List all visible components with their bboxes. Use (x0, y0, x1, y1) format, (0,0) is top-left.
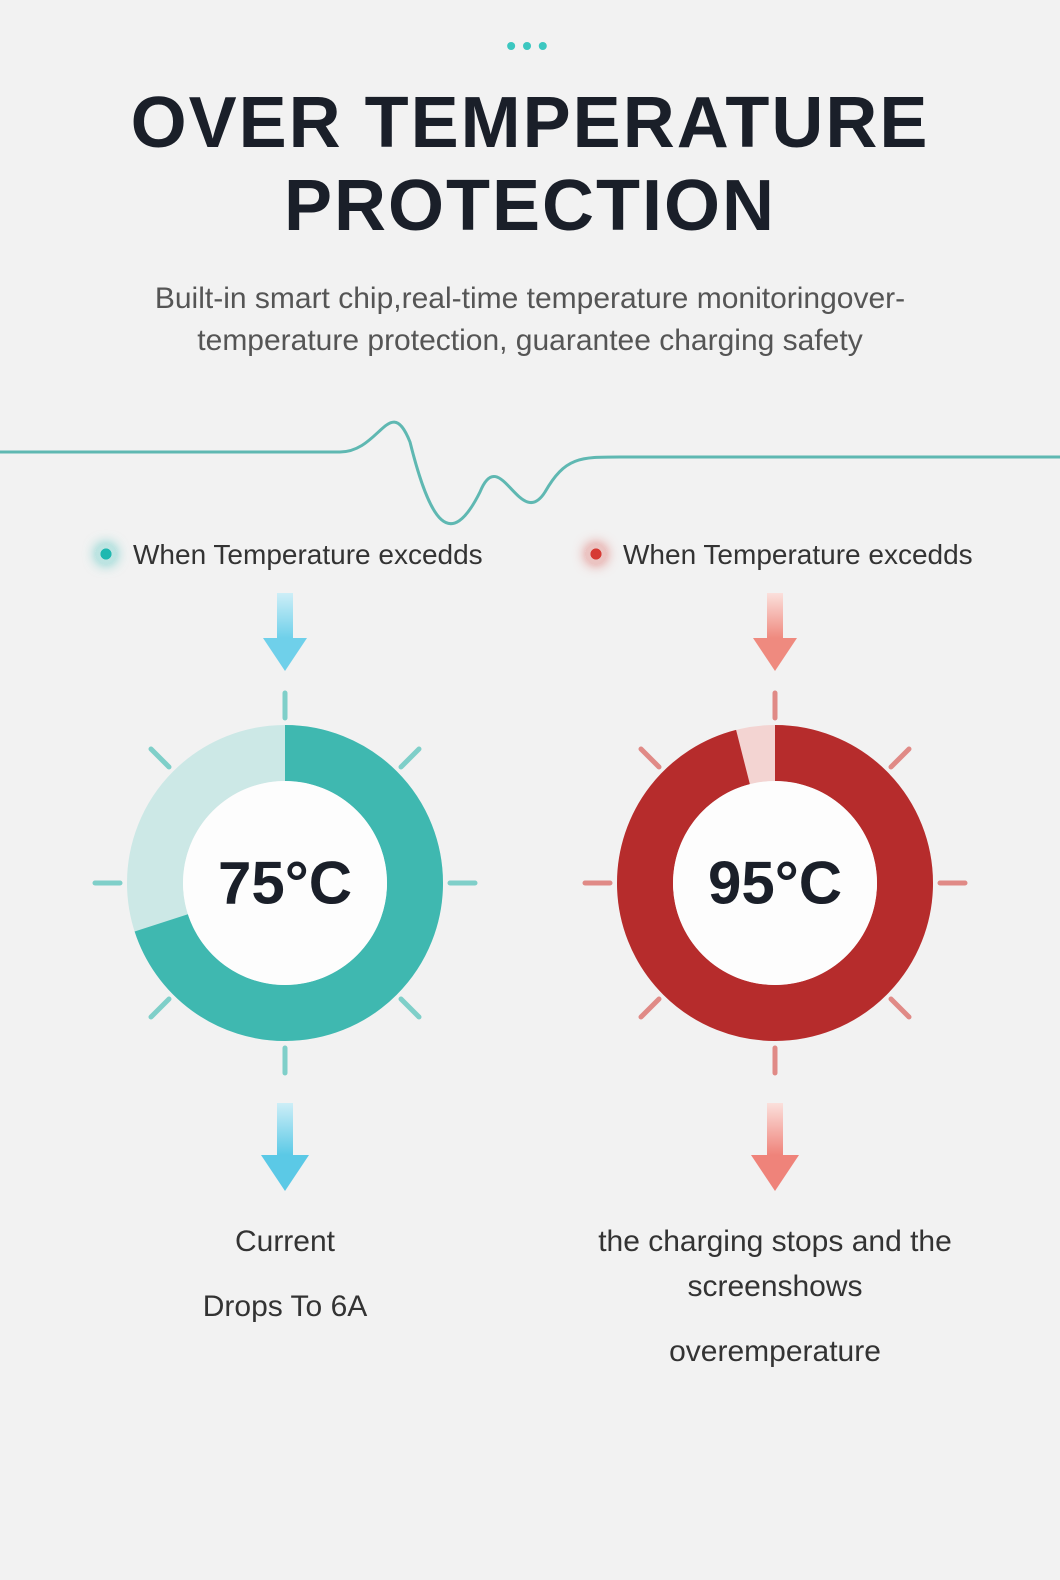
caption-75-line1: Current (235, 1225, 335, 1258)
panel-75c: When Temperature excedds (55, 537, 515, 1374)
panel-header-95: When Temperature excedds (545, 537, 973, 573)
panel-label-75: When Temperature excedds (133, 537, 483, 573)
page-subtitle: Built-in smart chip,real-time temperatur… (0, 278, 1060, 362)
title-line-1: OVER TEMPERATURE (131, 83, 930, 163)
gauge-value-75: 75°C (218, 848, 352, 917)
caption-95-line2: overemperature (545, 1329, 1005, 1374)
page-title: OVER TEMPERATURE PROTECTION (0, 82, 1060, 248)
panel-header-75: When Temperature excedds (55, 537, 483, 573)
gauge-95: 95°C (575, 683, 975, 1083)
bullet-icon (585, 543, 607, 565)
gauge-panels: When Temperature excedds (0, 537, 1060, 1374)
caption-95: the charging stops and the screenshows o… (545, 1219, 1005, 1374)
caption-75: Current Drops To 6A (203, 1219, 368, 1329)
panel-label-95: When Temperature excedds (623, 537, 973, 573)
gauge-75: 75°C (85, 683, 485, 1083)
arrow-down-icon (255, 1103, 315, 1193)
arrow-down-icon (745, 1103, 805, 1193)
title-line-2: PROTECTION (284, 166, 776, 246)
header-dots: ••• (0, 0, 1060, 62)
panel-95c: When Temperature excedds (545, 537, 1005, 1374)
arrow-down-icon (745, 593, 805, 673)
bullet-icon (95, 543, 117, 565)
gauge-value-95: 95°C (708, 848, 842, 917)
caption-95-line1: the charging stops and the screenshows (598, 1225, 952, 1303)
caption-75-line2: Drops To 6A (203, 1284, 368, 1329)
arrow-down-icon (255, 593, 315, 673)
